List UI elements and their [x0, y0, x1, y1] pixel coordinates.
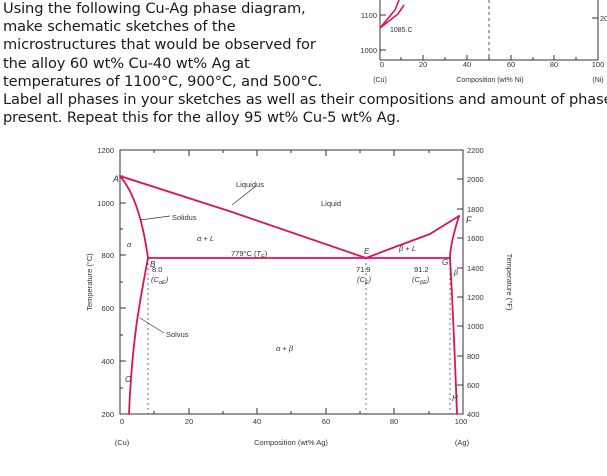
- fragment-solidus-curve: [379, 0, 400, 29]
- fragment-left-end: (Cu): [373, 77, 387, 84]
- question-line: make schematic sketches of the: [3, 18, 236, 35]
- x-axis-left-end: (Cu): [115, 438, 130, 447]
- x-tick: 60: [322, 417, 330, 426]
- fragment-x-tick: 100: [592, 60, 605, 69]
- b-composition-symbol: (CαE): [151, 275, 169, 286]
- right-y-tick: 2200: [467, 146, 484, 155]
- point-b-label: B: [150, 260, 156, 269]
- right-y-tick: 600: [467, 381, 480, 390]
- fragment-y-tick: 1000: [360, 46, 377, 55]
- left-y-tick: 800: [101, 251, 114, 260]
- x-tick: 80: [390, 417, 398, 426]
- e-composition-symbol: (CE): [357, 275, 372, 286]
- g-composition-symbol: (CβE): [412, 275, 430, 286]
- right-y-tick: 800: [467, 352, 480, 361]
- point-h-label: H: [452, 394, 458, 403]
- e-composition-label: 71.9: [356, 265, 371, 274]
- left-y-axis-label: Temperature (°C): [85, 253, 94, 311]
- alpha-liquid-region-label: α + L: [197, 234, 214, 243]
- right-y-tick: 1400: [467, 264, 484, 273]
- x-tick: 40: [253, 417, 261, 426]
- question-line: Label all phases in your sketches as wel…: [3, 91, 607, 108]
- question-line: present. Repeat this for the alloy 95 wt…: [3, 109, 401, 126]
- b-composition-label: 8.0: [152, 265, 162, 274]
- cu-ni-diagram-fragment: 1100 1000 0 20 40 60 80 100 20 1085.C (C…: [360, 0, 607, 84]
- fragment-x-tick: 0: [380, 60, 384, 69]
- solvus-line-beta: [449, 257, 458, 415]
- left-y-tick: 200: [101, 410, 114, 419]
- fragment-liquidus-curve: [379, 4, 405, 29]
- left-y-tick: 400: [101, 357, 114, 366]
- beta-region-label: β: [453, 270, 458, 277]
- liquid-region-label: Liquid: [321, 199, 341, 208]
- solidus-leader: [139, 215, 171, 221]
- right-y-tick: 1200: [467, 293, 484, 302]
- question-line: temperatures of 1100°C, 900°C, and 500°C…: [3, 73, 323, 90]
- x-tick: 100: [455, 417, 468, 426]
- fragment-y-tick: 1100: [361, 11, 377, 20]
- right-y-axis-label: Temperature (°F): [505, 254, 514, 311]
- fragment-right-end: (Ni): [592, 77, 603, 84]
- point-g-label: G: [442, 258, 448, 267]
- liquidus-label: Liquidus: [236, 180, 264, 189]
- right-y-tick: 1800: [467, 205, 484, 214]
- fragment-x-tick: 60: [507, 60, 515, 69]
- point-f-label: F: [466, 215, 472, 225]
- point-c-label: C: [125, 375, 131, 384]
- fragment-x-axis-label: Composition (wt% Ni): [456, 77, 523, 84]
- right-y-tick: 2000: [467, 175, 484, 184]
- question-line: Using the following Cu-Ag phase diagram,: [3, 0, 306, 17]
- solvus-line-alpha: [128, 257, 149, 415]
- eutectic-temperature-label: 779°C (TE): [231, 249, 268, 260]
- point-a-label: A: [112, 174, 119, 184]
- left-y-tick: 1200: [97, 146, 114, 155]
- fragment-x-tick: 20: [419, 60, 427, 69]
- right-y-tick: 400: [467, 410, 480, 419]
- liquidus-line-right: [365, 215, 460, 259]
- question-line: the alloy 60 wt% Cu-40 wt% Ag at: [3, 55, 250, 72]
- alpha-beta-region-label: α + β: [276, 344, 294, 353]
- x-tick: 0: [120, 417, 124, 426]
- x-axis-right-end: (Ag): [455, 438, 470, 447]
- liquidus-line-left: [119, 175, 367, 259]
- beta-liquid-region-label: β + L: [398, 244, 416, 253]
- g-composition-label: 91.2: [414, 265, 429, 274]
- fragment-melting-label: 1085.C: [390, 27, 413, 34]
- left-y-tick: 600: [101, 304, 114, 313]
- plot-frame: [119, 149, 464, 415]
- alpha-region-label: α: [127, 240, 132, 249]
- solidus-line-beta: [449, 215, 460, 259]
- solidus-line-alpha: [119, 175, 149, 259]
- left-y-tick: 1000: [97, 199, 114, 208]
- x-tick: 20: [185, 417, 193, 426]
- fragment-x-tick: 80: [550, 60, 558, 69]
- right-y-tick: 1000: [467, 322, 484, 331]
- question-line: microstructures that would be observed f…: [3, 36, 316, 53]
- solidus-label: Solidus: [172, 213, 197, 222]
- fragment-x-tick: 40: [463, 60, 471, 69]
- solvus-leader: [139, 317, 165, 334]
- solvus-label: Solvus: [166, 330, 189, 339]
- right-y-tick: 1600: [467, 234, 484, 243]
- x-axis-label: Composition (wt% Ag): [254, 438, 328, 447]
- fragment-right-tick: 20: [600, 14, 607, 23]
- liquidus-leader: [231, 185, 257, 206]
- point-e-label: E: [364, 247, 370, 256]
